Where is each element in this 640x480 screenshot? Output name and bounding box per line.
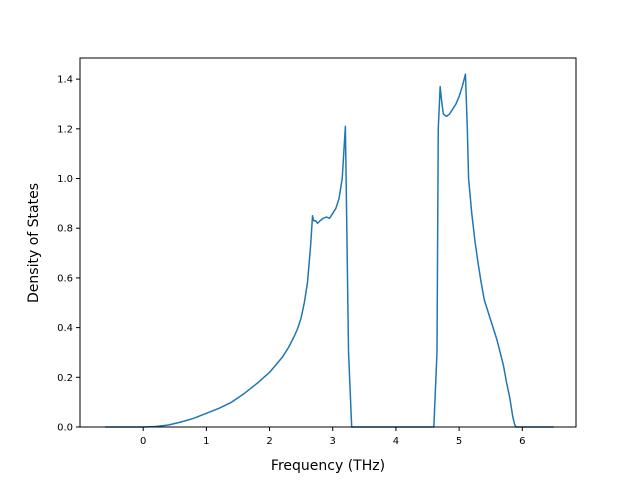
x-tick-label: 5 — [456, 436, 462, 447]
x-tick-label: 1 — [203, 436, 209, 447]
y-tick-label: 0.0 — [57, 423, 73, 434]
x-axis-label: Frequency (THz) — [271, 458, 385, 474]
y-axis-ticks: 0.0 0.2 0.4 0.6 0.8 1.0 1.2 1.4 — [57, 75, 80, 434]
x-tick-label: 4 — [393, 436, 399, 447]
y-tick-label: 1.4 — [57, 75, 73, 86]
x-tick-label: 6 — [519, 436, 525, 447]
y-tick-label: 1.0 — [57, 174, 73, 185]
y-tick-label: 1.2 — [57, 124, 73, 135]
y-axis-label: Density of States — [26, 183, 42, 303]
x-tick-label: 3 — [330, 436, 336, 447]
x-tick-label: 2 — [266, 436, 272, 447]
y-tick-label: 0.6 — [57, 273, 73, 284]
y-tick-label: 0.2 — [57, 373, 73, 384]
axes-frame — [79, 57, 577, 428]
y-tick-label: 0.8 — [57, 224, 73, 235]
x-tick-label: 0 — [140, 436, 146, 447]
x-axis-ticks: 0 1 2 3 4 5 6 — [140, 427, 525, 447]
y-tick-label: 0.4 — [57, 323, 73, 334]
